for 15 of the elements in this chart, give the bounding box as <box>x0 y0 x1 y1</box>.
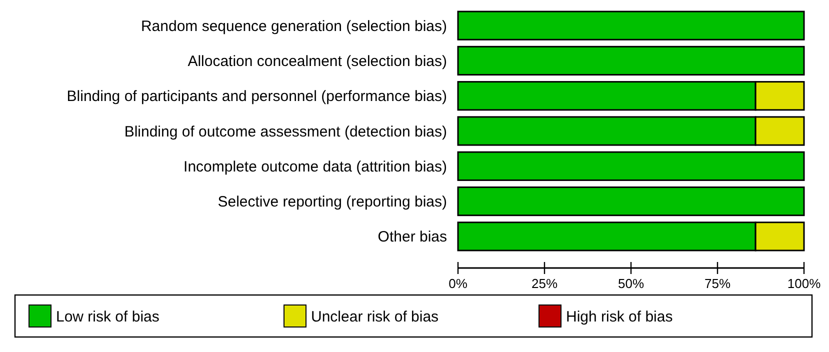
x-tick-label: 75% <box>704 276 731 291</box>
x-tick-label: 25% <box>531 276 558 291</box>
legend-label: Low risk of bias <box>56 308 160 326</box>
x-tick-label: 100% <box>787 276 822 291</box>
y-tick-label: Random sequence generation (selection bias) <box>140 18 447 35</box>
y-tick-label: Incomplete outcome data (attrition bias) <box>184 158 448 176</box>
x-tick-label: 0% <box>448 276 468 291</box>
y-tick-label: Other bias <box>378 228 447 246</box>
y-tick-label: Blinding of participants and personnel (performance bias) <box>66 88 447 106</box>
legend-label: High risk of bias <box>566 308 673 326</box>
legend-label: Unclear risk of bias <box>311 308 439 326</box>
x-tick-label: 50% <box>618 276 644 291</box>
y-tick-label: Blinding of outcome assessment (detection bias) <box>124 123 447 140</box>
y-tick-label: Allocation concealment (selection bias) <box>188 52 447 70</box>
y-tick-label: Selective reporting (reporting bias) <box>218 194 447 211</box>
